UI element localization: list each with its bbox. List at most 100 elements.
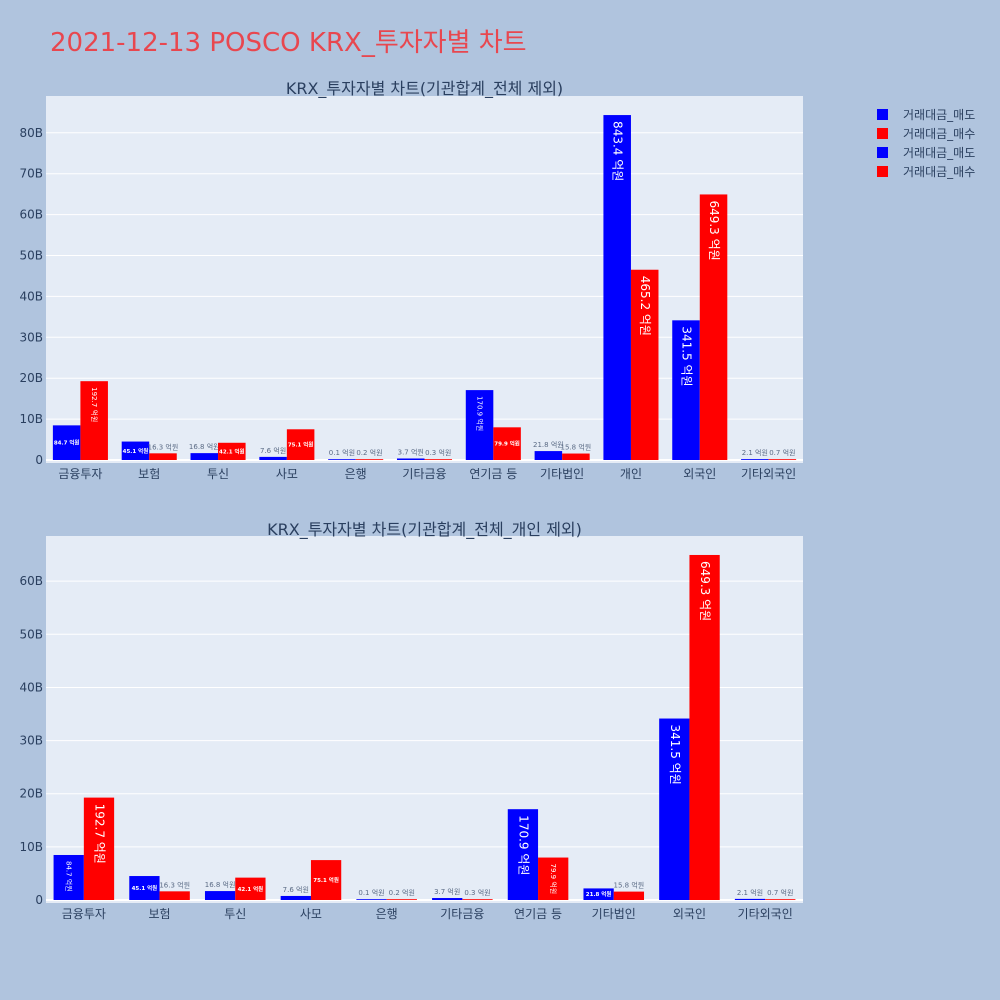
data-label: 2.1 억원 xyxy=(737,888,763,897)
data-label: 2.1 억원 xyxy=(742,448,768,457)
data-label: 42.1 억원 xyxy=(219,447,245,455)
y-tick-label: 40B xyxy=(19,289,43,303)
data-label: 84.7 억원 xyxy=(54,439,80,447)
y-tick-label: 40B xyxy=(19,680,43,694)
data-label: 7.6 억원 xyxy=(283,885,309,894)
data-label: 0.2 억원 xyxy=(356,448,382,457)
data-label: 21.8 억원 xyxy=(586,890,612,898)
data-label: 7.6 억원 xyxy=(260,446,286,455)
x-tick-label: 기타법인 xyxy=(592,907,636,921)
y-tick-label: 80B xyxy=(19,126,43,140)
bar xyxy=(534,451,563,460)
bar xyxy=(356,899,387,900)
y-tick-label: 0 xyxy=(35,453,43,467)
bar xyxy=(768,459,797,460)
data-label: 0.7 억원 xyxy=(769,448,795,457)
data-label: 0.3 억원 xyxy=(464,888,490,897)
data-label: 170.9 억원 xyxy=(476,396,485,431)
bar xyxy=(53,854,84,900)
y-tick-label: 20B xyxy=(19,787,43,801)
chart-bottom: KRX_투자자별 차트(기관합계_전체_개인 제외) 0 10B 20B 30B 40B 5… xyxy=(19,520,803,921)
bar xyxy=(562,453,590,460)
x-tick-label: 연기금 등 xyxy=(469,467,517,481)
x-tick-label: 기타금융 xyxy=(440,907,484,921)
x-tick-label: 외국인 xyxy=(673,907,706,921)
x-tick-label: 금융투자 xyxy=(62,907,106,921)
bar xyxy=(121,441,150,460)
data-label: 0.1 억원 xyxy=(358,888,384,897)
bar xyxy=(235,877,266,900)
x-tick-label: 사모 xyxy=(276,467,298,481)
bar xyxy=(149,453,177,460)
y-tick-label: 50B xyxy=(19,249,43,263)
y-tick-label: 0 xyxy=(35,893,43,907)
x-tick-label: 기타금융 xyxy=(402,467,446,481)
x-tick-label: 기타외국인 xyxy=(741,467,796,481)
bar xyxy=(159,891,190,900)
data-label: 75.1 억원 xyxy=(288,441,314,449)
x-tick-label: 투신 xyxy=(207,467,229,481)
bar xyxy=(507,809,539,900)
bar xyxy=(734,898,766,900)
y-tick-label: 30B xyxy=(19,330,43,344)
bar xyxy=(218,442,246,460)
x-tick-label: 연기금 등 xyxy=(514,907,562,921)
x-tick-label: 기타외국인 xyxy=(738,907,793,921)
data-label: 0.7 억원 xyxy=(767,888,793,897)
data-label: 3.7 억원 xyxy=(434,887,460,896)
bar xyxy=(538,857,569,900)
y-tick-label: 50B xyxy=(19,627,43,641)
bar xyxy=(432,898,463,900)
plot-title: KRX_투자자별 차트(기관합계_전체 제외) xyxy=(286,79,563,99)
data-label: 0.3 억원 xyxy=(425,448,451,457)
bar xyxy=(583,888,614,900)
bar xyxy=(465,390,494,460)
y-tick-label: 60B xyxy=(19,574,43,588)
legend-item[interactable]: 거래대금_매도 xyxy=(903,146,975,160)
data-label: 79.9 억원 xyxy=(494,440,520,448)
bar xyxy=(603,115,631,461)
legend-item[interactable]: 거래대금_매수 xyxy=(903,165,975,179)
legend-swatch[interactable] xyxy=(877,166,888,177)
bar xyxy=(424,459,453,460)
x-tick-label: 기타법인 xyxy=(540,467,584,481)
y-tick-label: 70B xyxy=(19,167,43,181)
bar xyxy=(52,425,81,460)
data-label: 192.7 억원 xyxy=(90,387,99,422)
bar xyxy=(396,458,425,460)
x-tick-label: 사모 xyxy=(300,907,322,921)
bar xyxy=(328,459,356,460)
data-label: 0.2 억원 xyxy=(389,888,415,897)
bar xyxy=(280,895,311,900)
data-label: 16.8 억원 xyxy=(205,880,236,889)
legend-swatch[interactable] xyxy=(877,109,888,120)
bar xyxy=(80,381,108,460)
chart-top: KRX_투자자별 차트(기관합계_전체 제외) 0 10B 20B 30B 40B 50B 6… xyxy=(19,79,803,481)
legend-item[interactable]: 거래대금_매도 xyxy=(903,108,975,122)
bar xyxy=(659,718,690,900)
data-label: 45.1 억원 xyxy=(132,884,158,892)
data-label: 341.5 억원 xyxy=(668,725,682,785)
bar xyxy=(741,459,769,460)
x-tick-label: 보험 xyxy=(149,907,171,921)
bar xyxy=(765,899,796,900)
legend-swatch[interactable] xyxy=(877,128,888,139)
data-label: 170.9 억원 xyxy=(516,815,530,875)
data-label: 45.1 억원 xyxy=(123,447,149,455)
x-tick-label: 은행 xyxy=(345,466,367,481)
bar xyxy=(83,797,115,900)
data-label: 465.2 억원 xyxy=(638,276,652,336)
y-tick-label: 30B xyxy=(19,734,43,748)
data-label: 16.8 억원 xyxy=(189,442,220,451)
data-label: 16.3 억원 xyxy=(159,880,190,889)
bar xyxy=(129,876,160,900)
data-label: 79.9 억원 xyxy=(549,864,558,895)
x-tick-label: 은행 xyxy=(376,906,398,921)
page-title: 2021-12-13 POSCO KRX_투자자별 차트 xyxy=(50,28,527,58)
legend-swatch[interactable] xyxy=(877,147,888,158)
bar xyxy=(462,899,493,900)
data-label: 649.3 억원 xyxy=(698,561,712,621)
legend-item[interactable]: 거래대금_매수 xyxy=(903,127,975,141)
bar xyxy=(672,320,700,460)
